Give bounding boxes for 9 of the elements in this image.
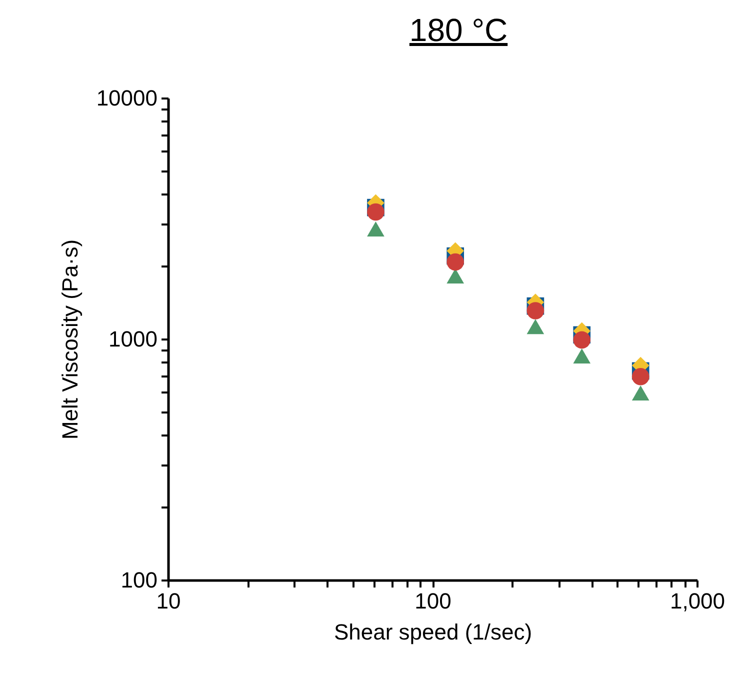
x-axis-title: Shear speed (1/sec) [334, 620, 532, 644]
x-tick-label: 1,000 [670, 588, 726, 614]
x-tick-label: 100 [414, 588, 452, 614]
chart-title: 180 °C [409, 12, 508, 48]
y-axis-title: Melt Viscosity (Pa·s) [57, 239, 82, 440]
y-tick-label: 1000 [108, 326, 158, 352]
y-tick-label: 100 [120, 568, 158, 592]
x-tick-label: 10 [156, 588, 181, 614]
y-tick-label: 10000 [96, 86, 158, 110]
